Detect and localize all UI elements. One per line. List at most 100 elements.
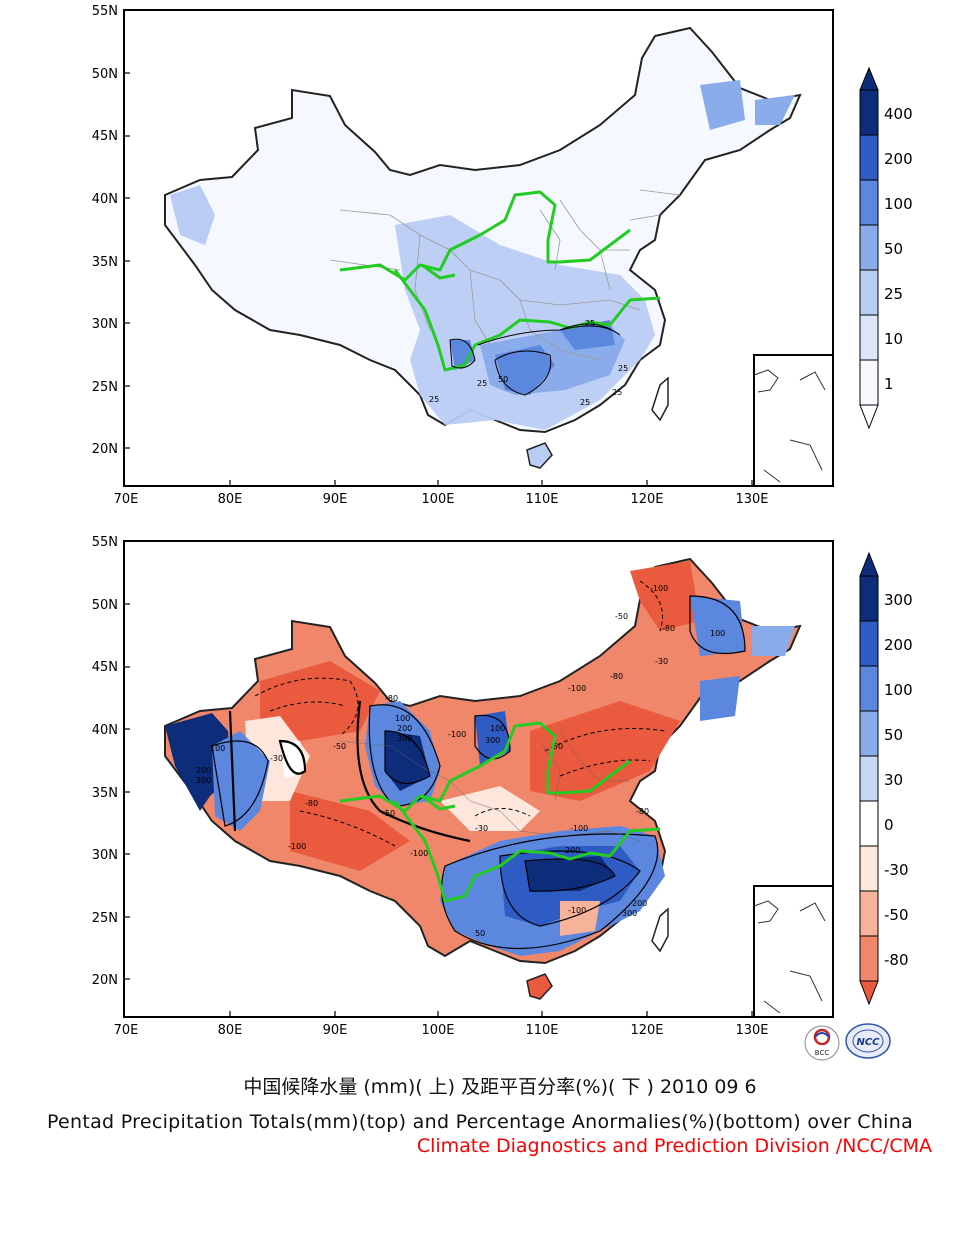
contour-label: 25 — [477, 379, 487, 388]
contour-label: 100 — [395, 714, 410, 723]
anomaly-zone-pos — [700, 676, 740, 721]
legend-swatch — [859, 935, 879, 982]
legend-swatch — [859, 134, 879, 181]
rivers — [339, 190, 661, 372]
contour-label: -100 — [650, 584, 668, 593]
contour-label: -100 — [568, 906, 586, 915]
lat-tick-label: 20N — [92, 973, 118, 988]
lat-tick-label: 30N — [92, 848, 118, 863]
contour-label: -80 — [610, 672, 623, 681]
caption-english: Pentad Precipitation Totals(mm)(top) and… — [46, 1111, 914, 1133]
contour-label: 100 — [710, 629, 725, 638]
neg-contours — [254, 580, 666, 847]
legend-swatch — [859, 224, 879, 271]
anomaly-zone-neg — [630, 561, 700, 631]
contours — [449, 323, 621, 396]
contour-label: -50 — [550, 742, 563, 751]
legend-label: 25 — [884, 285, 903, 303]
lat-tick-label: 45N — [92, 660, 118, 675]
legend-label: 100 — [884, 681, 913, 699]
anomaly-zone-pos — [212, 731, 270, 831]
contour-label: 200 — [196, 766, 211, 775]
contour-label: -80 — [385, 694, 398, 703]
contour-labels: -100 -80 -50 100 -30 -80 -100 300 200 10… — [196, 584, 725, 938]
lon-axis: 70E 80E 90E 100E 110E 120E 130E — [114, 492, 769, 507]
lat-tick-label: 50N — [92, 598, 118, 613]
hainan-island — [526, 973, 553, 1000]
contour-labels: 25 25 25 50 25 25 25 — [429, 319, 628, 407]
bottom-legend-labels: 300 200 100 50 30 0 -30 -50 -80 — [884, 591, 913, 969]
contour-label: -80 — [305, 799, 318, 808]
contour-label: 50 — [498, 375, 508, 384]
legend-label: -80 — [884, 951, 909, 969]
anomaly-zone-pos — [525, 856, 615, 891]
anomaly-zone-neg — [290, 791, 410, 871]
legend-label: 200 — [884, 150, 913, 168]
contour-label: -30 — [475, 824, 488, 833]
legend-label: -30 — [884, 861, 909, 879]
anomaly-zone-neg — [530, 701, 680, 801]
anomaly-zone-pos — [385, 731, 430, 791]
lon-tick-label: 90E — [323, 1023, 348, 1038]
lon-ticks — [229, 1011, 753, 1017]
precip-zone-light — [700, 80, 745, 130]
legend-label: 400 — [884, 105, 913, 123]
anomaly-zone-light-neg — [440, 786, 540, 831]
legend-label: -50 — [884, 906, 909, 924]
legend-cap-top — [859, 551, 879, 577]
legend-label: 50 — [884, 240, 903, 258]
lon-tick-label: 130E — [735, 1023, 768, 1038]
hainan-island — [526, 442, 553, 469]
legend-label: 50 — [884, 726, 903, 744]
contour-label: 25 — [585, 319, 595, 328]
yangtze-river — [393, 269, 661, 372]
lat-ticks — [124, 603, 130, 980]
lon-tick-label: 100E — [421, 1023, 454, 1038]
lat-axis: 55N 50N 45N 40N 35N 30N 25N 20N — [92, 535, 118, 988]
contour-label: -30 — [270, 754, 283, 763]
taiwan-island — [651, 376, 669, 422]
lon-tick-label: 80E — [218, 1023, 243, 1038]
inset-coastline — [753, 369, 826, 483]
precip-zone-mid — [495, 345, 555, 395]
legend-swatch — [859, 845, 879, 892]
lon-tick-label: 100E — [421, 492, 454, 507]
yellow-river — [339, 190, 631, 282]
bcc-logo-text: BCC — [815, 1049, 830, 1057]
yellow-river — [339, 721, 631, 813]
contour-label: -80 — [662, 624, 675, 633]
lat-axis: 55N 50N 45N 40N 35N 30N 25N 20N — [92, 4, 118, 457]
top-legend-labels: 400 200 100 50 25 10 1 — [884, 105, 913, 393]
contour-label: -50 — [382, 809, 395, 818]
legend-swatch — [859, 800, 879, 847]
contour-label: 300 — [622, 909, 637, 918]
inset-coastline — [753, 900, 826, 1014]
lat-tick-label: 25N — [92, 911, 118, 926]
lon-tick-label: 70E — [114, 1023, 139, 1038]
contour-label: 25 — [429, 395, 439, 404]
lat-tick-label: 40N — [92, 723, 118, 738]
legend-label: 30 — [884, 771, 903, 789]
legend-cap-top — [859, 66, 879, 91]
legend-label: 300 — [884, 591, 913, 609]
legend-swatch — [859, 665, 879, 712]
contour-label: 200 — [565, 846, 580, 855]
contour-label: -50 — [333, 742, 346, 751]
legend-swatch — [859, 314, 879, 361]
rivers — [339, 721, 661, 903]
south-china-sea-inset — [753, 354, 833, 486]
legend-swatch — [859, 359, 879, 406]
lat-tick-label: 20N — [92, 442, 118, 457]
contour-label: 25 — [612, 388, 622, 397]
precip-zone-light — [755, 95, 795, 125]
lat-tick-label: 55N — [92, 535, 118, 550]
lat-tick-label: 30N — [92, 317, 118, 332]
contour-label: 25 — [580, 398, 590, 407]
contour-label: 100 — [490, 724, 505, 733]
legend-cap-bottom — [859, 980, 879, 1006]
contour-label: -100 — [570, 824, 588, 833]
precip-zone-mid — [450, 340, 475, 370]
contour-label: 300 — [397, 734, 412, 743]
province-borders — [339, 730, 641, 842]
lat-tick-label: 50N — [92, 67, 118, 82]
